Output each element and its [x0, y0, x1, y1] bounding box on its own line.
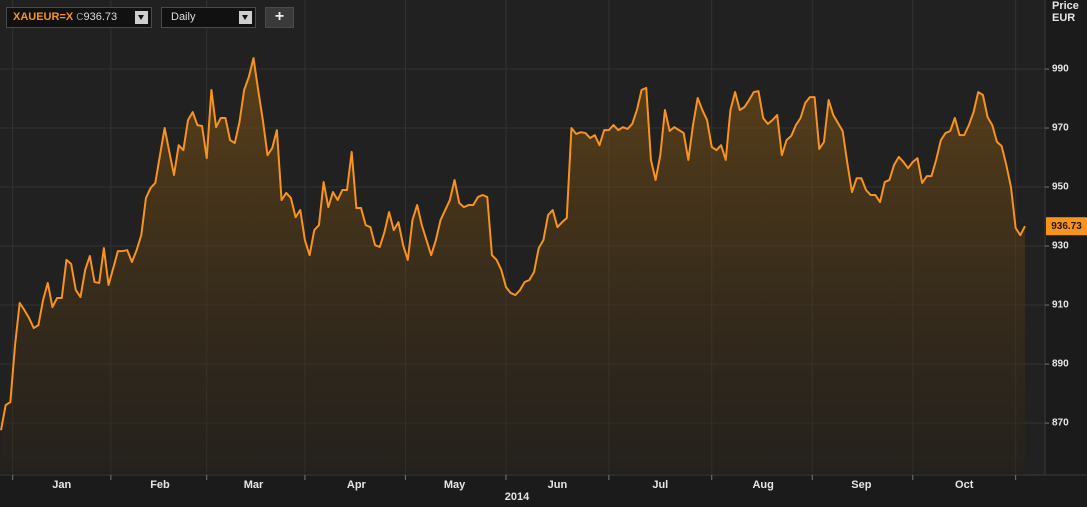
interval: Daily [171, 11, 196, 23]
year-label: 2014 [505, 491, 530, 503]
close-prefix: C [76, 12, 84, 23]
x-tick-label: Apr [347, 479, 367, 491]
y-tick-label: 990 [1052, 64, 1069, 75]
x-tick-label: Jun [548, 479, 568, 491]
line [0, 57, 1026, 431]
area [1, 58, 1025, 476]
symbol-box[interactable]: XAUEUR=X C936.73 [6, 7, 152, 28]
close-value: 936.73 [83, 11, 118, 23]
symbol: XAUEUR=X [13, 11, 74, 23]
x-tick-label: Sep [851, 479, 871, 491]
x-tick-label: May [444, 479, 466, 491]
dropdown-arrow[interactable] [239, 11, 252, 24]
y-tick-label: 970 [1052, 123, 1069, 134]
y-tick-label: 890 [1052, 359, 1069, 370]
y-tick-label: 950 [1052, 182, 1069, 193]
y-axis-unit: EUR [1052, 12, 1075, 24]
y-tick-label: 870 [1052, 418, 1069, 429]
interval-box[interactable]: Daily [161, 7, 256, 28]
last-price-tag [1046, 217, 1087, 236]
x-tick-label: Oct [955, 479, 974, 491]
add-button[interactable]: + [265, 7, 294, 28]
y-tick-label: 930 [1052, 241, 1069, 252]
x-tick-label: Aug [752, 479, 773, 491]
x-tick-label: Jul [652, 479, 668, 491]
dropdown-arrow[interactable] [135, 11, 148, 24]
x-tick-label: Feb [150, 479, 170, 491]
last-price-label: 936.73 [1051, 221, 1082, 232]
y-tick-label: 910 [1052, 300, 1069, 311]
y-axis-label: Price [1052, 0, 1079, 12]
x-tick-label: Jan [52, 479, 71, 491]
x-tick-label: Mar [244, 479, 264, 491]
